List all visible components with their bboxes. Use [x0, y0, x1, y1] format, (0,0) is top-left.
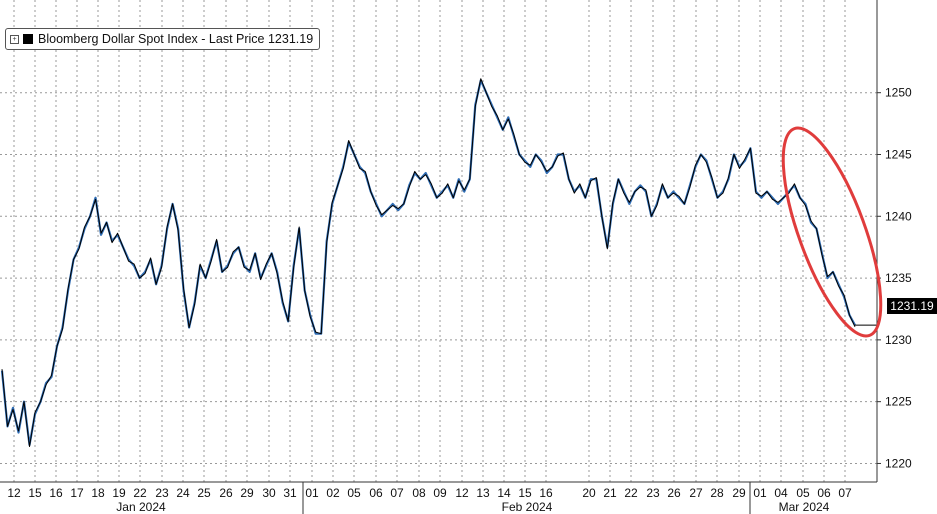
- x-tick-label: 14: [497, 486, 511, 500]
- x-tick-label: 26: [667, 486, 681, 500]
- x-tick-label: 30: [262, 486, 276, 500]
- x-tick-label: 20: [582, 486, 596, 500]
- y-tick-label: 1250: [885, 86, 912, 100]
- y-tick-label: 1240: [885, 209, 912, 223]
- x-tick-label: 31: [283, 486, 297, 500]
- x-tick-label: 09: [433, 486, 447, 500]
- x-tick-label: 22: [133, 486, 147, 500]
- x-tick-label: 07: [838, 486, 852, 500]
- x-tick-label: 17: [70, 486, 84, 500]
- highlight-ellipse: [781, 126, 883, 338]
- x-tick-label: 24: [176, 486, 190, 500]
- x-tick-label: 02: [326, 486, 340, 500]
- x-tick-label: 06: [369, 486, 383, 500]
- x-tick-label: 12: [7, 486, 21, 500]
- month-separators: [302, 482, 751, 514]
- x-tick-label: 22: [624, 486, 638, 500]
- x-tick-label: 28: [710, 486, 724, 500]
- x-tick-label: 05: [347, 486, 361, 500]
- month-label: Feb 2024: [502, 500, 553, 514]
- series-line-blue: [0, 79, 856, 447]
- x-tick-label: 08: [412, 486, 426, 500]
- x-tick-label: 27: [689, 486, 703, 500]
- price-series: [0, 78, 877, 448]
- x-tick-label: 18: [91, 486, 105, 500]
- month-label: Jan 2024: [116, 500, 166, 514]
- x-tick-label: 01: [305, 486, 319, 500]
- horizontal-gridlines: [0, 92, 881, 464]
- y-tick-label: 1245: [885, 147, 912, 161]
- y-tick-label: 1230: [885, 333, 912, 347]
- last-price-tag: 1231.19: [887, 298, 937, 314]
- x-tick-label: 29: [240, 486, 254, 500]
- x-tick-label: 16: [49, 486, 63, 500]
- legend-swatch: [23, 34, 33, 44]
- month-label: Mar 2024: [779, 500, 830, 514]
- x-tick-label: 12: [455, 486, 469, 500]
- x-tick-label: 04: [774, 486, 788, 500]
- x-tick-label: 13: [476, 486, 490, 500]
- y-tick-labels: 1220 1225 1230 1235 1240 1245 1250: [885, 86, 912, 471]
- x-tick-label: 15: [518, 486, 532, 500]
- x-tick-labels: 12 15 16 17 18 19 22 23 24 25 26 29 30 31 01 02 05 06 07 08…: [7, 486, 852, 500]
- x-tick-label: 19: [112, 486, 126, 500]
- x-tick-label: 21: [603, 486, 617, 500]
- x-tick-label: 23: [646, 486, 660, 500]
- x-tick-label: 23: [155, 486, 169, 500]
- x-tick-label: 07: [390, 486, 404, 500]
- y-tick-label: 1220: [885, 456, 912, 470]
- x-tick-label: 16: [539, 486, 553, 500]
- month-labels: Jan 2024 Feb 2024 Mar 2024: [116, 500, 829, 514]
- x-tick-label: 01: [753, 486, 767, 500]
- legend-label: Bloomberg Dollar Spot Index - Last Price…: [38, 32, 314, 46]
- x-tick-label: 29: [732, 486, 746, 500]
- x-tick-label: 05: [796, 486, 810, 500]
- y-tick-label: 1235: [885, 271, 912, 285]
- plus-box-icon[interactable]: +: [10, 34, 19, 44]
- vertical-gridlines: [13, 0, 846, 482]
- x-tick-label: 15: [28, 486, 42, 500]
- x-tick-label: 26: [219, 486, 233, 500]
- legend-box: + Bloomberg Dollar Spot Index - Last Pri…: [5, 28, 321, 50]
- x-tick-label: 06: [817, 486, 831, 500]
- series-line-dark: [1, 78, 856, 448]
- y-tick-label: 1225: [885, 395, 912, 409]
- x-tick-label: 25: [197, 486, 211, 500]
